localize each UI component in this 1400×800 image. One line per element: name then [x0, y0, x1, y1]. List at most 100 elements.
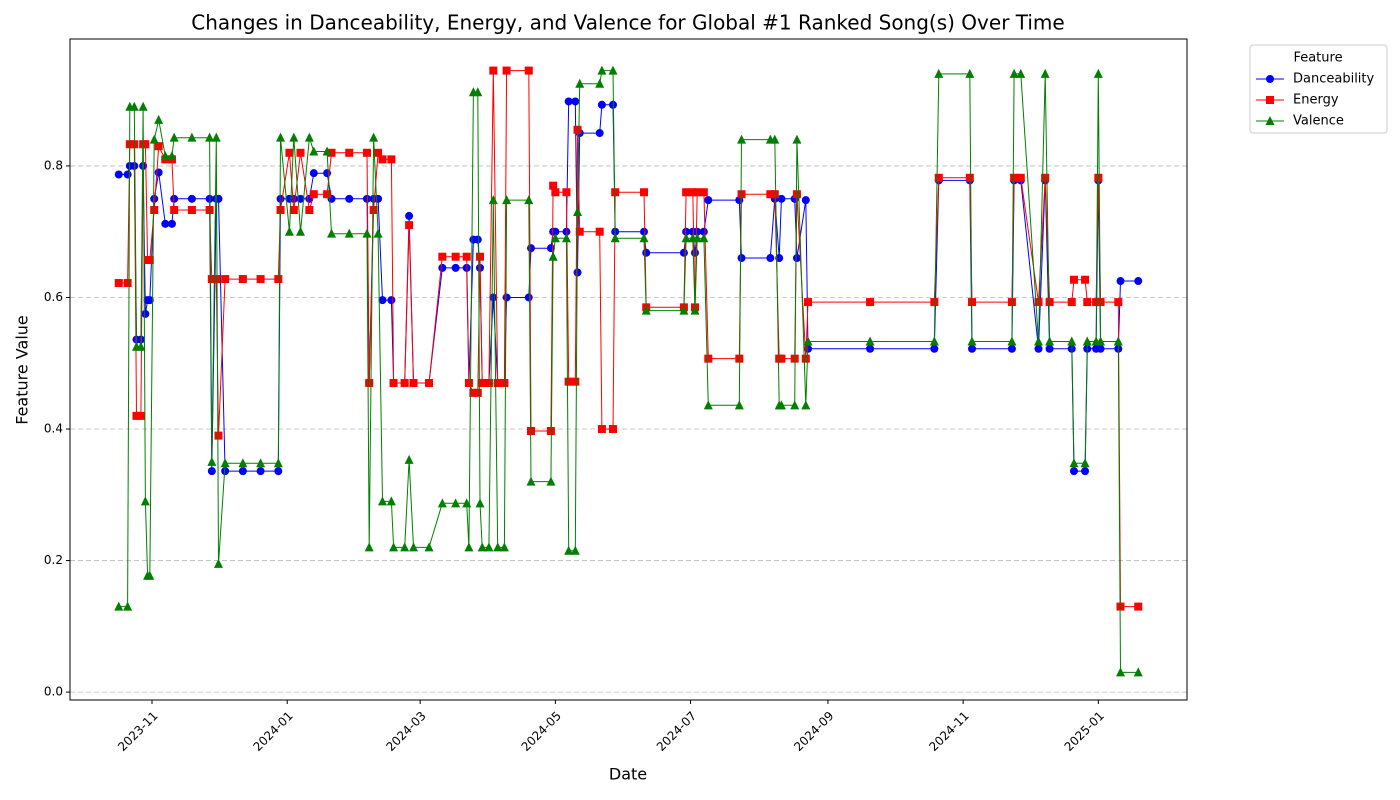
marker — [150, 194, 159, 203]
marker — [737, 254, 746, 263]
marker — [551, 227, 560, 236]
marker — [276, 206, 285, 215]
marker — [640, 227, 649, 236]
marker — [425, 378, 434, 387]
marker — [154, 114, 164, 124]
marker — [464, 378, 473, 387]
marker — [296, 148, 305, 157]
marker — [284, 226, 294, 236]
marker — [500, 378, 509, 387]
marker — [214, 431, 223, 440]
marker — [484, 378, 493, 387]
marker — [866, 298, 875, 307]
marker — [1045, 336, 1055, 346]
marker — [550, 233, 560, 243]
marker — [688, 188, 697, 197]
marker — [409, 378, 418, 387]
marker — [681, 233, 691, 243]
y-axis-label: Feature Value — [13, 315, 32, 424]
marker — [1096, 344, 1105, 353]
marker — [387, 155, 396, 164]
marker — [571, 377, 580, 386]
marker — [804, 298, 813, 307]
marker — [965, 173, 974, 182]
marker — [699, 233, 709, 243]
marker — [1069, 458, 1079, 468]
marker — [374, 194, 383, 203]
marker — [1081, 467, 1090, 476]
marker — [640, 188, 649, 197]
marker — [502, 66, 511, 75]
marker — [238, 467, 247, 476]
marker — [489, 66, 498, 75]
legend-label: Danceability — [1293, 72, 1375, 87]
marker — [451, 498, 461, 508]
marker — [169, 132, 179, 142]
marker — [256, 467, 265, 476]
marker — [679, 305, 689, 315]
marker — [526, 476, 536, 486]
marker — [438, 263, 447, 272]
marker — [1040, 68, 1050, 78]
marker — [138, 101, 148, 111]
marker — [464, 542, 474, 552]
marker — [322, 146, 332, 156]
marker — [737, 134, 747, 144]
marker — [524, 66, 533, 75]
marker — [570, 545, 580, 555]
marker — [437, 498, 447, 508]
marker — [344, 228, 354, 238]
marker — [1045, 298, 1054, 307]
marker — [1034, 298, 1043, 307]
legend-box — [1249, 44, 1388, 134]
marker — [114, 170, 123, 179]
marker — [369, 206, 378, 215]
marker — [207, 275, 216, 284]
marker — [305, 206, 314, 215]
plot-frame — [69, 38, 1188, 701]
marker — [389, 542, 399, 552]
marker — [493, 542, 503, 552]
marker — [462, 498, 472, 508]
marker — [295, 226, 305, 236]
marker — [141, 309, 150, 318]
marker — [187, 194, 196, 203]
y-tick-label: 0.6 — [44, 290, 63, 304]
marker — [865, 336, 875, 346]
marker — [564, 377, 573, 386]
marker — [211, 132, 221, 142]
marker — [549, 181, 558, 190]
marker — [276, 132, 286, 142]
marker — [438, 252, 447, 261]
marker — [770, 134, 780, 144]
marker — [160, 151, 170, 161]
marker — [405, 221, 414, 230]
marker — [123, 601, 133, 611]
marker — [129, 101, 139, 111]
marker — [770, 190, 779, 199]
marker — [212, 275, 221, 284]
marker — [930, 344, 939, 353]
marker — [365, 378, 374, 387]
marker — [377, 496, 387, 506]
marker — [362, 228, 372, 238]
marker — [213, 558, 223, 568]
marker — [766, 190, 775, 199]
marker — [1007, 344, 1016, 353]
marker — [1067, 336, 1077, 346]
marker — [597, 65, 607, 75]
marker — [374, 148, 383, 157]
marker — [642, 248, 651, 257]
marker — [489, 293, 498, 302]
marker — [476, 252, 485, 261]
marker — [140, 496, 150, 506]
marker — [703, 400, 713, 410]
marker — [777, 194, 786, 203]
legend-label: Valence — [1293, 114, 1344, 129]
marker — [409, 542, 419, 552]
marker — [364, 542, 374, 552]
marker — [373, 228, 383, 238]
marker — [597, 425, 606, 434]
marker — [309, 190, 318, 199]
marker — [573, 125, 582, 134]
